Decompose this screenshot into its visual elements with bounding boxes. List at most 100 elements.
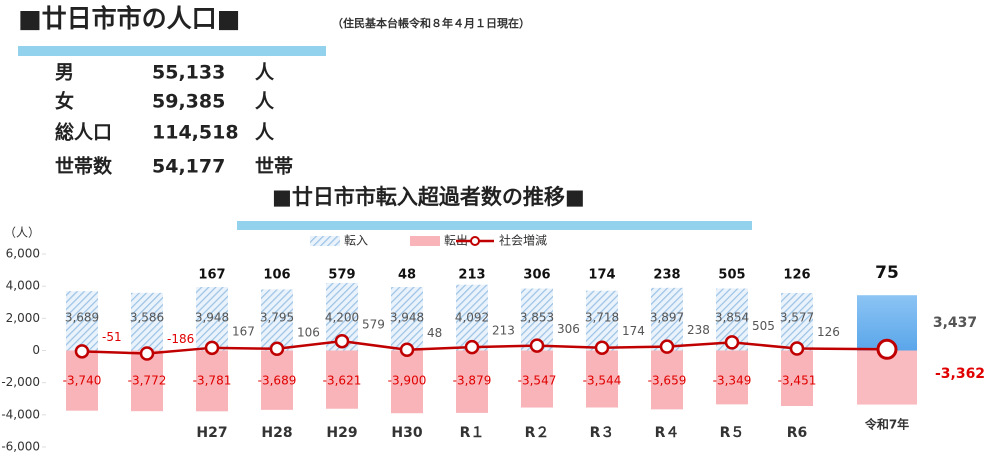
table-cell: 54,177	[152, 156, 225, 178]
net-top-label: 505	[718, 268, 745, 283]
net-marker	[529, 338, 545, 353]
outflow-label: -3,349	[713, 374, 752, 388]
x-tick-label: R５	[720, 425, 745, 441]
net-top-label: 167	[198, 268, 225, 283]
outflow-bar	[326, 350, 358, 409]
outflow-label: -3,544	[583, 374, 622, 388]
inflow-bar	[131, 292, 163, 351]
net-marker	[594, 340, 610, 355]
legend-label: 転入	[344, 234, 368, 248]
table-cell: 人	[255, 122, 275, 144]
outflow-label: -3,451	[778, 374, 817, 388]
inflow-bar	[456, 284, 488, 351]
net-label: -51	[102, 330, 122, 344]
x-tick-label: H28	[261, 425, 292, 441]
net-marker	[876, 338, 898, 360]
x-tick-label: R１	[460, 425, 485, 441]
x-tick-label: R２	[525, 425, 550, 441]
inflow-label: 4,200	[325, 311, 359, 325]
x-tick-label: H29	[326, 425, 357, 441]
legend-swatch	[410, 236, 440, 246]
table-cell: 人	[255, 62, 275, 84]
population-title: ■廿日市市の人口■	[18, 4, 240, 33]
inflow-label: 3,437	[933, 315, 977, 331]
table-cell: 世帯数	[55, 155, 113, 178]
outflow-bar	[781, 350, 813, 407]
net-top-label: 306	[523, 268, 550, 283]
net-marker	[724, 335, 740, 350]
legend-swatch	[470, 236, 480, 246]
chart-title: ■廿日市市転入超過者数の推移■	[272, 185, 585, 209]
net-label: 126	[817, 325, 840, 339]
inflow-label: 3,948	[390, 311, 424, 325]
net-label: 213	[492, 324, 515, 338]
outflow-label: -3,879	[453, 374, 492, 388]
net-label: 174	[622, 324, 645, 338]
outflow-bar	[261, 350, 293, 410]
x-tick-label: 令和7年	[864, 417, 909, 432]
net-label: 106	[297, 325, 320, 339]
outflow-label: -3,740	[63, 374, 102, 388]
inflow-label: 3,689	[65, 311, 99, 325]
outflow-label: -3,781	[193, 374, 232, 388]
net-label: 238	[687, 323, 710, 337]
net-label: 306	[557, 322, 580, 336]
outflow-bar	[456, 350, 488, 413]
net-marker	[789, 341, 805, 356]
x-tick-label: R6	[787, 425, 808, 441]
outflow-label: -3,900	[388, 374, 427, 388]
table-cell: 女	[55, 90, 74, 113]
table-cell: 人	[255, 91, 275, 113]
outflow-bar	[586, 350, 618, 408]
y-tick-label: 6,000	[6, 247, 40, 261]
inflow-label: 3,853	[520, 311, 554, 325]
inflow-label: 3,577	[780, 311, 814, 325]
outflow-bar	[521, 350, 553, 408]
title-underline	[18, 46, 326, 56]
y-tick-label: 4,000	[6, 279, 40, 293]
outflow-bar	[651, 350, 683, 410]
table-cell: 男	[55, 62, 74, 84]
net-marker	[659, 339, 675, 354]
x-tick-label: R３	[590, 425, 615, 441]
net-top-label: 579	[328, 268, 355, 283]
population-note: （住民基本台帳令和８年４月１日現在）	[332, 16, 530, 30]
outflow-bar	[196, 350, 228, 412]
net-label: 167	[232, 324, 255, 338]
outflow-label: -3,659	[648, 374, 687, 388]
net-top-label: 106	[263, 268, 290, 283]
net-marker	[334, 333, 350, 349]
outflow-label: -3,772	[128, 374, 167, 388]
inflow-label: 3,897	[650, 311, 684, 325]
table-cell: 55,133	[152, 62, 225, 84]
net-marker	[204, 340, 220, 356]
table-cell: 総人口	[55, 121, 112, 144]
outflow-bar	[391, 350, 423, 414]
y-tick-label: 0	[32, 343, 40, 357]
legend: 転入転出社会増減	[310, 233, 547, 248]
outflow-label: -3,689	[258, 374, 297, 388]
inflow-bar	[781, 292, 813, 351]
net-top-label: 126	[783, 268, 810, 283]
net-marker	[139, 346, 155, 361]
outflow-bar	[66, 350, 98, 411]
inflow-label: 3,718	[585, 311, 619, 325]
inflow-label: 3,586	[130, 311, 164, 325]
outflow-label: -3,621	[323, 374, 362, 388]
net-top-label: 48	[398, 268, 416, 283]
outflow-label: -3,362	[935, 366, 985, 382]
inflow-bar	[66, 291, 98, 351]
y-tick-label: 2,000	[6, 311, 40, 325]
outflow-label: -3,547	[518, 374, 557, 388]
y-tick-label: -2,000	[1, 375, 40, 389]
inflow-bar	[196, 287, 228, 351]
net-top-label: 213	[458, 268, 485, 283]
legend-swatch	[310, 236, 340, 246]
net-label: 579	[362, 318, 385, 332]
net-label: -186	[167, 332, 194, 346]
net-label: 48	[427, 326, 442, 340]
outflow-bar	[716, 350, 748, 405]
inflow-bar	[391, 287, 423, 351]
